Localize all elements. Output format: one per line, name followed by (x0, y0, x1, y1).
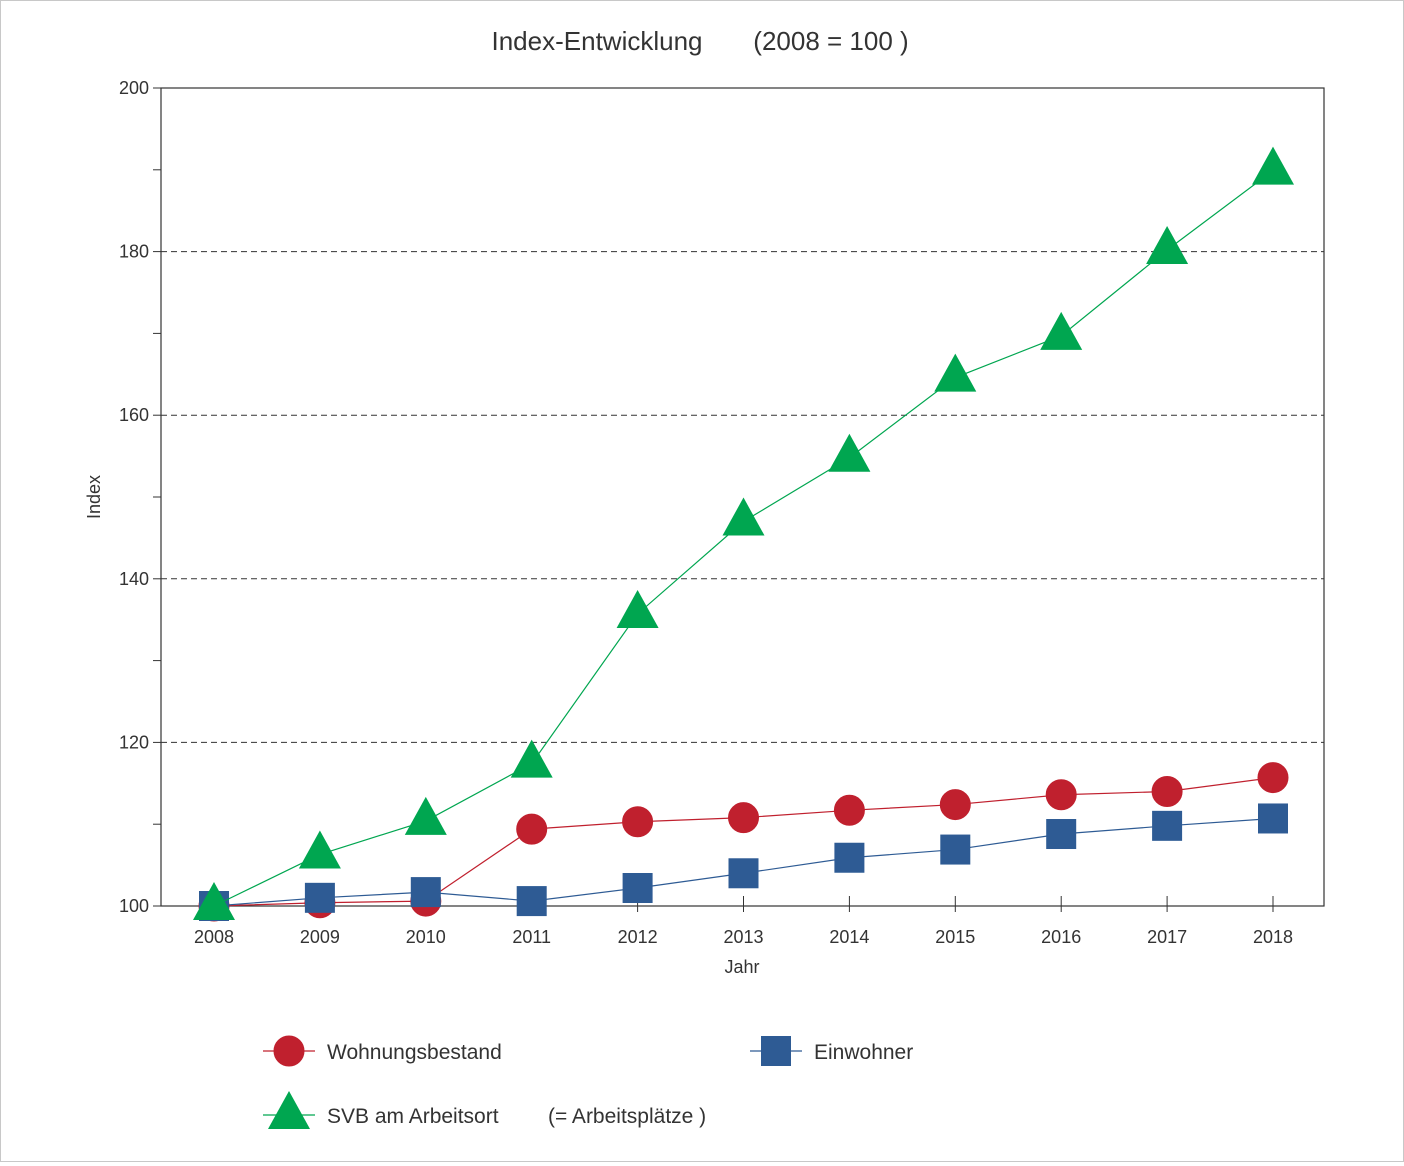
data-point (1152, 810, 1183, 841)
data-point (1146, 225, 1189, 264)
x-tick-label: 2017 (1147, 927, 1187, 947)
legend-marker (268, 1091, 310, 1129)
legend-item-svb-am-arbeitsort: SVB am Arbeitsort (= Arbeitsplätze ) (263, 1091, 706, 1129)
plot-area-border (160, 87, 1325, 907)
data-point (516, 813, 548, 845)
legend: Wohnungsbestand Einwohner SVB am Arbeitsor… (263, 1035, 913, 1129)
data-point (939, 789, 971, 821)
legend-label-suffix: (= Arbeitsplätze ) (548, 1105, 706, 1128)
chart-title: Index-Entwicklung (2008 = 100 ) (492, 26, 909, 56)
data-point (828, 433, 871, 472)
data-point (1040, 311, 1083, 350)
series-svb-am-arbeitsort (193, 146, 1294, 920)
legend-item-wohnungsbestand: Wohnungsbestand (263, 1035, 502, 1067)
series-line (213, 170, 1274, 907)
data-point (510, 739, 553, 778)
y-axis-label: Index (84, 475, 104, 519)
data-point (616, 589, 659, 628)
data-point (834, 842, 865, 873)
legend-label: Wohnungsbestand (327, 1041, 502, 1064)
axes: 100 120 140 160 180 200 2008 2009 2010 2011 2012 20… (119, 78, 1293, 947)
x-tick-label: 2012 (618, 927, 658, 947)
data-point (728, 802, 759, 834)
data-point (1151, 775, 1183, 807)
x-tick-label: 2018 (1253, 927, 1293, 947)
data-point (1258, 803, 1288, 834)
series-layer (193, 146, 1294, 922)
x-axis-label: Jahr (724, 957, 759, 977)
data-point (1257, 762, 1289, 794)
x-tick-label: 2009 (300, 927, 340, 947)
legend-marker (273, 1035, 305, 1067)
x-tick-label: 2008 (194, 927, 234, 947)
legend-marker (761, 1036, 791, 1066)
x-tick-label: 2016 (1041, 927, 1081, 947)
data-point (728, 858, 759, 889)
y-tick-label: 180 (119, 242, 149, 262)
data-point (410, 877, 441, 908)
data-point (304, 882, 335, 913)
legend-item-einwohner: Einwohner (750, 1036, 913, 1066)
x-tick-label: 2010 (406, 927, 446, 947)
data-point (516, 886, 547, 917)
data-point (722, 497, 765, 536)
x-tick-label: 2011 (512, 927, 551, 947)
gridlines (161, 251, 1324, 743)
data-point (1252, 146, 1294, 185)
chart-title-suffix: (2008 = 100 ) (753, 26, 908, 56)
y-tick-label: 140 (119, 569, 149, 589)
y-tick-label: 160 (119, 405, 149, 425)
data-point (833, 794, 865, 826)
legend-label: Einwohner (814, 1041, 913, 1064)
data-point (1046, 819, 1077, 850)
data-point (622, 873, 653, 904)
y-tick-label: 120 (119, 732, 149, 752)
x-tick-label: 2014 (829, 927, 869, 947)
data-point (193, 882, 235, 920)
data-point (298, 830, 341, 869)
chart-title-text: Index-Entwicklung (492, 26, 703, 56)
data-point (934, 353, 977, 392)
legend-label: SVB am Arbeitsort (327, 1105, 499, 1128)
y-tick-label: 200 (119, 78, 149, 98)
data-point (940, 834, 971, 865)
data-point (1045, 779, 1077, 811)
y-tick-label: 100 (119, 896, 149, 916)
data-point (404, 796, 447, 835)
x-tick-label: 2013 (723, 927, 763, 947)
x-tick-label: 2015 (935, 927, 975, 947)
data-point (622, 806, 654, 838)
